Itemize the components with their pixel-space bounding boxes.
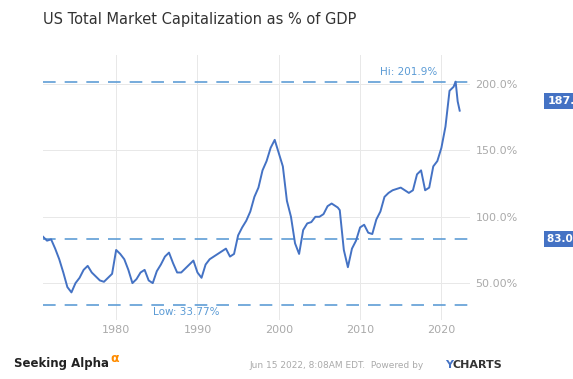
Text: CHARTS: CHARTS — [452, 360, 502, 370]
Text: 187.0%: 187.0% — [547, 96, 573, 106]
Text: Seeking Alpha: Seeking Alpha — [14, 357, 109, 370]
Text: Low: 33.77%: Low: 33.77% — [153, 307, 219, 316]
Text: US Total Market Capitalization as % of GDP: US Total Market Capitalization as % of G… — [43, 11, 356, 27]
Text: Y: Y — [445, 360, 453, 370]
Text: 83.03% AVG: 83.03% AVG — [547, 234, 573, 244]
Text: α: α — [110, 352, 119, 365]
Text: Hi: 201.9%: Hi: 201.9% — [380, 67, 438, 77]
Text: Jun 15 2022, 8:08AM EDT.  Powered by: Jun 15 2022, 8:08AM EDT. Powered by — [249, 360, 423, 370]
